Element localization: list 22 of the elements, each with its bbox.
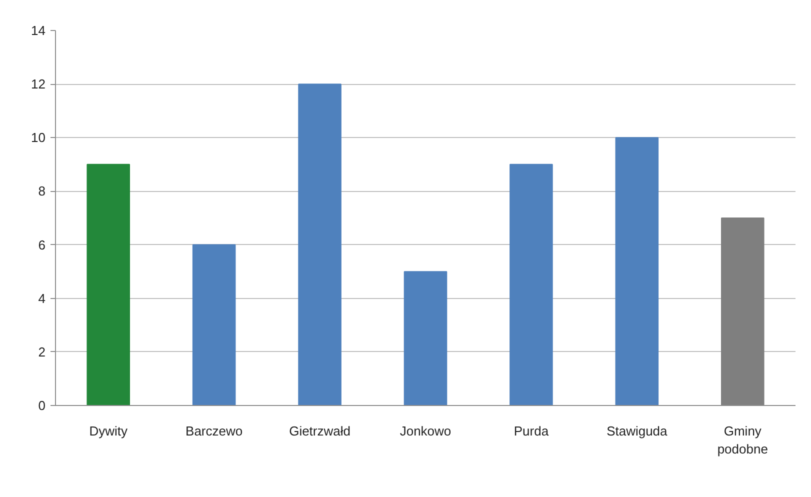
y-tick-label: 4 [38, 290, 46, 306]
x-tick-label: Gietrzwałd [289, 424, 351, 438]
y-tick-label: 8 [38, 184, 46, 199]
y-tick-label: 14 [31, 23, 46, 38]
y-tick-label: 0 [38, 398, 46, 413]
x-tick-label: Dywity [89, 424, 128, 438]
bar [298, 84, 342, 406]
x-tick-label: Barczewo [186, 424, 243, 438]
y-tick-label: 10 [31, 130, 46, 146]
bar [510, 164, 553, 406]
bar [86, 164, 130, 406]
x-tick-label: Jonkowo [400, 424, 452, 438]
y-tick-label: 6 [38, 237, 46, 252]
y-tick-label: 2 [38, 344, 46, 360]
bar [721, 218, 764, 406]
bar [615, 137, 659, 406]
x-tick-label: Purda [514, 424, 550, 438]
y-tick-label: 12 [31, 76, 46, 92]
bar [404, 271, 448, 406]
x-tick-label: Gminy podobne [717, 424, 768, 456]
bar [192, 244, 236, 406]
x-tick-label: Stawiguda [606, 424, 668, 438]
